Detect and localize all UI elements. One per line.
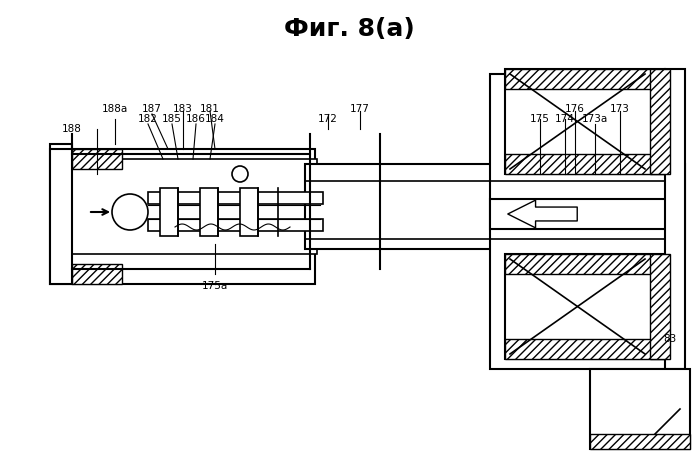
Bar xyxy=(200,188,218,236)
Text: 175a: 175a xyxy=(202,281,228,291)
Bar xyxy=(305,164,685,249)
Bar xyxy=(665,69,685,369)
Bar xyxy=(72,159,317,254)
Text: 188a: 188a xyxy=(102,104,128,114)
Bar xyxy=(505,339,665,359)
Text: 176: 176 xyxy=(565,104,585,114)
Text: 172: 172 xyxy=(318,114,338,124)
Bar xyxy=(240,188,258,236)
Bar xyxy=(50,149,315,284)
Text: Фиг. 8(a): Фиг. 8(a) xyxy=(284,17,415,41)
Bar xyxy=(148,219,323,231)
Circle shape xyxy=(232,166,248,182)
Circle shape xyxy=(112,194,148,230)
Bar xyxy=(490,199,675,229)
Bar xyxy=(650,69,670,174)
Text: 184: 184 xyxy=(205,114,225,124)
Bar xyxy=(72,264,122,284)
Text: 173a: 173a xyxy=(582,114,608,124)
Bar xyxy=(148,192,323,204)
Bar xyxy=(650,254,670,359)
Bar xyxy=(160,188,178,236)
Text: 83: 83 xyxy=(663,334,677,344)
Text: 183: 183 xyxy=(173,104,193,114)
Bar xyxy=(505,254,665,359)
Text: 188: 188 xyxy=(62,124,82,134)
Text: 186: 186 xyxy=(186,114,206,124)
FancyArrowPatch shape xyxy=(507,200,577,228)
Bar xyxy=(505,154,665,174)
Text: 175: 175 xyxy=(530,114,550,124)
Text: 187: 187 xyxy=(142,104,162,114)
Bar xyxy=(505,254,665,274)
Text: 185: 185 xyxy=(162,114,182,124)
Bar xyxy=(490,74,675,369)
Text: 182: 182 xyxy=(138,114,158,124)
Text: 174: 174 xyxy=(555,114,575,124)
Bar xyxy=(50,144,72,284)
Text: 173: 173 xyxy=(610,104,630,114)
Bar xyxy=(505,69,665,174)
Bar xyxy=(505,69,665,89)
Bar xyxy=(590,369,690,449)
Text: 177: 177 xyxy=(350,104,370,114)
Bar xyxy=(590,434,690,449)
Text: 181: 181 xyxy=(200,104,220,114)
Bar xyxy=(72,149,122,169)
